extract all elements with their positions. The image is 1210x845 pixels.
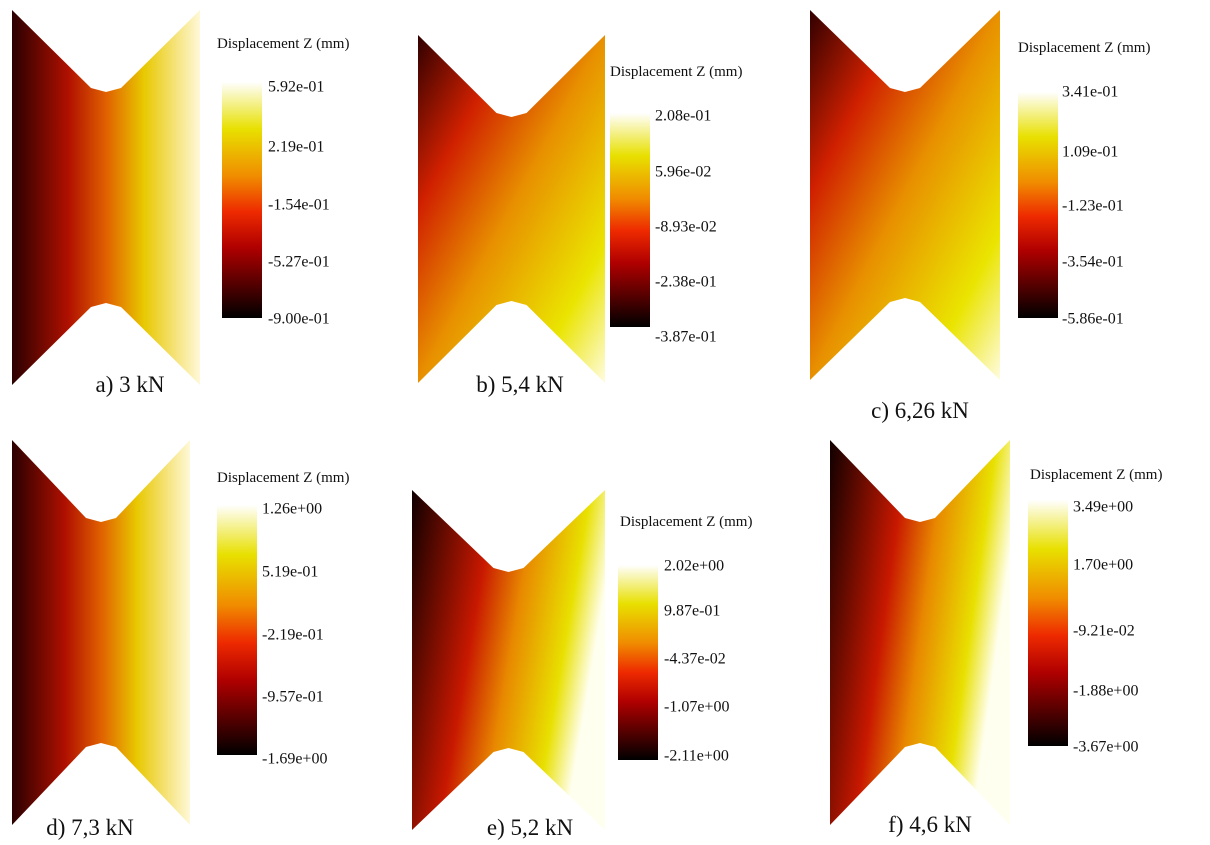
legend-title: Displacement Z (mm) [620, 514, 752, 530]
colorbar [217, 505, 257, 755]
tick-label: -3.54e-01 [1062, 254, 1124, 271]
tick-label: -2.38e-01 [655, 274, 717, 291]
tick-label: -1.69e+00 [262, 751, 327, 768]
tick-label: 2.02e+00 [664, 558, 724, 575]
tick-label: 3.41e-01 [1062, 84, 1118, 101]
tick-label: 2.19e-01 [268, 139, 324, 156]
caption: c) 6,26 kN [871, 398, 969, 423]
tick-label: -4.37e-02 [664, 651, 726, 668]
colorbar [610, 113, 650, 327]
tick-label: -1.07e+00 [664, 699, 729, 716]
tick-label: -5.86e-01 [1062, 311, 1124, 328]
colorbar [1028, 500, 1068, 746]
tick-label: 5.92e-01 [268, 79, 324, 96]
tick-label: -1.54e-01 [268, 197, 330, 214]
caption: f) 4,6 kN [888, 812, 972, 837]
specimen [810, 10, 1000, 380]
tick-label: -1.23e-01 [1062, 198, 1124, 215]
tick-label: -2.19e-01 [262, 627, 324, 644]
legend-title: Displacement Z (mm) [1030, 467, 1162, 483]
legend-title: Displacement Z (mm) [217, 36, 349, 52]
tick-label: -9.57e-01 [262, 689, 324, 706]
tick-label: 2.08e-01 [655, 108, 711, 125]
tick-label: -3.67e+00 [1073, 739, 1138, 756]
caption: d) 7,3 kN [46, 815, 134, 840]
tick-label: 3.49e+00 [1073, 499, 1133, 516]
caption: b) 5,4 kN [476, 372, 564, 397]
tick-label: -1.88e+00 [1073, 683, 1138, 700]
tick-label: 1.70e+00 [1073, 557, 1133, 574]
tick-label: 5.96e-02 [655, 164, 711, 181]
tick-label: 1.09e-01 [1062, 144, 1118, 161]
caption: a) 3 kN [96, 372, 165, 397]
tick-label: -5.27e-01 [268, 254, 330, 271]
tick-label: -8.93e-02 [655, 219, 717, 236]
tick-label: 5.19e-01 [262, 564, 318, 581]
tick-label: -9.21e-02 [1073, 623, 1135, 640]
colorbar [222, 82, 262, 318]
specimen [412, 490, 605, 830]
legend-title: Displacement Z (mm) [1018, 40, 1150, 56]
specimen [418, 35, 605, 383]
tick-label: -2.11e+00 [664, 748, 729, 765]
tick-label: 1.26e+00 [262, 501, 322, 518]
specimen [12, 10, 200, 385]
caption: e) 5,2 kN [487, 815, 574, 840]
legend-title: Displacement Z (mm) [610, 64, 742, 80]
panels: Displacement Z (mm) 5.92e-01 2.19e-01 -1.54… [12, 10, 1162, 840]
specimen [830, 440, 1010, 825]
colorbar [1018, 92, 1058, 318]
legend-title: Displacement Z (mm) [217, 470, 349, 486]
colorbar [618, 565, 658, 760]
tick-label: -9.00e-01 [268, 311, 330, 328]
tick-label: 9.87e-01 [664, 603, 720, 620]
tick-label: -3.87e-01 [655, 329, 717, 346]
specimen [12, 440, 190, 825]
